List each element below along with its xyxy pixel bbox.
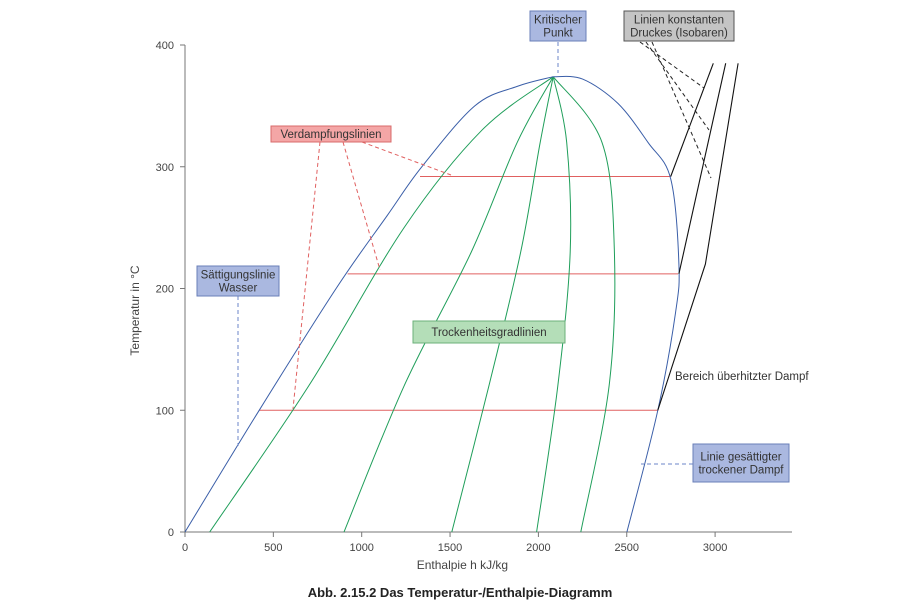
curve-trockenheitsgrad-3 [451,76,554,533]
x-tick-label: 2500 [615,542,639,554]
gesaettigter-dampf-text: trockener Dampf [698,465,784,477]
axes: 0 500 1000 1500 2000 2500 3000 0 100 200 300 400 Ent… [128,40,792,572]
y-tick-label: 100 [156,405,174,417]
isobaren-leader-2 [645,41,710,131]
kritischer-punkt-box [529,10,587,42]
curve-saettigungslinie-wasser [184,76,554,533]
verdampfungslinien-leader-2 [342,141,381,271]
saettigungslinie-wasser-text: Wasser [219,283,258,295]
curve-trockenheitsgrad-1 [209,76,554,533]
curve-isobare-2 [678,63,727,275]
x-axis-title: Enthalpie h kJ/kg [417,558,508,572]
saettigungslinie-wasser-box [196,265,280,297]
x-tick-label: 1500 [438,542,462,554]
chart-caption: Abb. 2.15.2 Das Temperatur-/Enthalpie-Di… [308,585,613,600]
y-tick-label: 0 [168,527,174,539]
verdampfungslinien-box [270,125,392,143]
gesaettigter-dampf-box [692,443,790,483]
isobaren-text: Druckes (Isobaren) [630,28,728,40]
x-tick-label: 1000 [349,542,373,554]
gesaettigter-dampf-text: Linie gesättigter [700,452,781,464]
leader-lines [237,41,712,465]
x-tick-label: 0 [182,542,188,554]
verdampfungslinien-leader-1 [361,141,452,176]
verdampfungslinien-leader-3 [292,141,321,410]
verdampfungslinien-text: Verdampfungslinien [280,129,381,141]
curve-trockenheitsgrad-2 [343,76,554,533]
curve-isobare-1 [670,63,714,177]
trockenheitsgradlinien-box [412,320,566,344]
trockenheitsgradlinien-text: Trockenheitsgradlinien [431,327,546,339]
x-tick-label: 2000 [526,542,550,554]
ueberhitzter-dampf-label: Bereich überhitzter Dampf [675,371,809,383]
kritischer-punkt-text: Punkt [543,28,573,40]
y-tick-label: 400 [156,40,174,52]
y-axis-title: Temperatur in °C [128,265,142,355]
x-tick-label: 3000 [703,542,727,554]
curves [184,63,739,533]
x-tick-label: 500 [264,542,282,554]
kritischer-punkt-text: Kritischer [534,15,582,27]
curve-linie-gesaettigter-trockener-dampf [553,75,680,533]
isobaren-text: Linien konstanten [634,15,724,27]
isobaren-leader-3 [651,41,712,179]
curve-trockenheitsgrad-5 [552,76,616,533]
curve-isobare-3 [657,63,739,411]
y-tick-label: 200 [156,284,174,296]
y-tick-label: 300 [156,162,174,174]
isobaren-box [623,10,735,42]
saettigungslinie-wasser-text: Sättigungslinie [201,270,276,282]
isobaren-leader-1 [639,41,705,89]
curve-trockenheitsgrad-4 [536,76,572,533]
